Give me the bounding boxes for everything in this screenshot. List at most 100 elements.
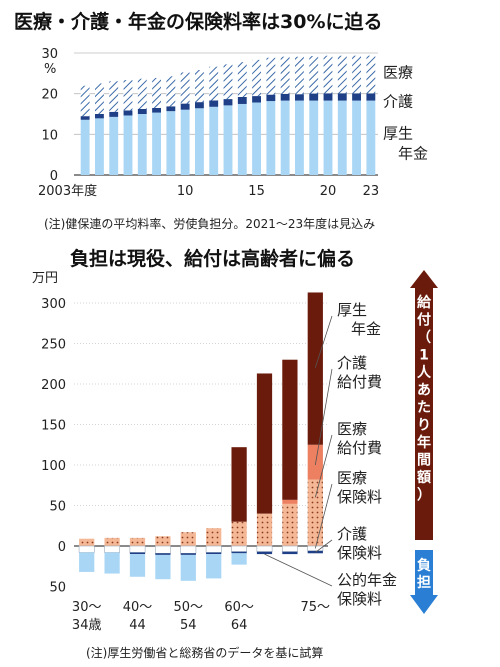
top-bar-介護-2020 bbox=[323, 93, 333, 101]
bottom-bar-医療給付費-30～34歳 bbox=[79, 538, 95, 546]
bottom-bar-公的年金保険料-35～39 bbox=[104, 552, 120, 574]
bottom-legend-介護給付費: 介護 bbox=[337, 354, 367, 372]
bottom-bar-医療保険料-35～39 bbox=[104, 545, 121, 553]
bottom-x-tick-label: 64 bbox=[231, 618, 248, 633]
bottom-bar-医療給付費-50～54 bbox=[180, 532, 196, 546]
top-bar-介護-2015 bbox=[252, 96, 261, 103]
top-legend-介護: 介護 bbox=[383, 93, 413, 111]
top-y-tick-label: 20 bbox=[41, 88, 58, 103]
top-bar-厚生年金-2014 bbox=[237, 103, 247, 175]
top-bar-介護-2012 bbox=[209, 100, 219, 107]
bottom-leader-line bbox=[314, 434, 333, 498]
top-x-tick-label: 20 bbox=[320, 184, 337, 199]
top-y-tick-label: 10 bbox=[41, 128, 58, 143]
top-y-tick-label: 30 bbox=[41, 47, 58, 62]
top-bar-介護-2019 bbox=[309, 93, 319, 101]
top-bar-厚生年金-2015 bbox=[252, 102, 261, 175]
top-bar-医療-2003 bbox=[80, 85, 90, 117]
bottom-bar-厚生年金-75～ bbox=[307, 292, 323, 445]
top-bar-医療-2005 bbox=[109, 81, 119, 112]
bottom-x-tick-label: 50～ bbox=[174, 600, 204, 615]
top-chart-title: 医療・介護・年金の保険料率は30%に迫る bbox=[14, 10, 382, 33]
top-bar-医療-2008 bbox=[152, 77, 161, 108]
top-bar-医療-2007 bbox=[137, 78, 147, 109]
bottom-y-tick-label: 50 bbox=[49, 500, 66, 515]
top-bar-医療-2015 bbox=[252, 59, 261, 97]
top-bar-厚生年金-2016 bbox=[266, 101, 276, 175]
top-bar-厚生年金-2019 bbox=[309, 100, 319, 175]
bottom-y-tick-label: 0 bbox=[58, 540, 66, 555]
benefit-arrow-label: あ bbox=[417, 383, 431, 399]
bottom-leader-line bbox=[264, 553, 333, 587]
benefit-arrow-label: 間 bbox=[417, 453, 431, 469]
bottom-bar-医療給付費-35～39 bbox=[104, 537, 120, 546]
top-y-unit: % bbox=[44, 62, 56, 77]
bottom-y-tick-label: 200 bbox=[41, 378, 66, 393]
bottom-legend-厚生年金: 厚生 bbox=[337, 301, 367, 319]
bottom-bar-公的年金保険料-55～59 bbox=[206, 554, 222, 579]
benefit-arrow-label: 付 bbox=[417, 312, 431, 329]
top-x-tick-label: 15 bbox=[248, 184, 265, 199]
bottom-bar-医療保険料-40～44 bbox=[129, 545, 146, 553]
top-bar-厚生年金-2021 bbox=[337, 100, 347, 175]
bottom-y-unit: 万円 bbox=[32, 271, 58, 286]
benefit-arrow-label: 給 bbox=[417, 294, 432, 311]
bottom-bar-医療給付費-70～74 bbox=[282, 503, 298, 546]
top-bar-厚生年金-2006 bbox=[123, 115, 133, 175]
top-y-tick-label: 0 bbox=[50, 169, 58, 184]
bottom-bar-医療保険料-60～64 bbox=[231, 545, 248, 552]
bottom-bar-公的年金保険料-45～49 bbox=[155, 554, 171, 580]
top-bar-厚生年金-2008 bbox=[152, 112, 161, 175]
bottom-y-tick-label: 250 bbox=[41, 338, 66, 353]
bottom-bar-厚生年金-65～69 bbox=[256, 373, 273, 514]
bottom-bar-医療保険料-55～59 bbox=[205, 545, 222, 553]
bottom-bar-介護保険料-60～64 bbox=[231, 551, 247, 554]
top-bar-介護-2005 bbox=[109, 111, 119, 117]
bottom-leader-line bbox=[314, 368, 333, 466]
bottom-bar-介護保険料-55～59 bbox=[206, 552, 222, 555]
top-x-tick-label: 2003年度 bbox=[38, 183, 97, 199]
benefit-arrow bbox=[410, 270, 438, 540]
benefit-arrow-label: 額 bbox=[416, 469, 431, 486]
top-bar-厚生年金-2011 bbox=[195, 108, 204, 175]
top-bar-医療-2022 bbox=[352, 55, 361, 94]
top-bar-医療-2021 bbox=[337, 55, 347, 94]
top-bar-厚生年金-2022 bbox=[352, 100, 361, 175]
top-bar-介護-2006 bbox=[123, 110, 133, 116]
bottom-bar-医療給付費-45～49 bbox=[155, 536, 171, 546]
bottom-bar-厚生年金-60～64 bbox=[231, 447, 247, 522]
bottom-legend-介護給付費: 給付費 bbox=[337, 373, 382, 391]
bottom-y-tick-label: 50 bbox=[49, 581, 66, 596]
bottom-bar-医療給付費-55～59 bbox=[206, 528, 222, 546]
top-bar-厚生年金-2004 bbox=[95, 118, 104, 175]
top-bar-医療-2017 bbox=[280, 56, 290, 94]
bottom-bar-公的年金保険料-60～64 bbox=[231, 553, 247, 565]
top-bar-医療-2010 bbox=[180, 72, 190, 104]
top-bar-医療-2006 bbox=[123, 80, 133, 111]
bottom-bar-医療保険料-65～69 bbox=[256, 545, 273, 552]
top-bar-医療-2020 bbox=[323, 55, 333, 94]
top-bar-医療-2013 bbox=[223, 64, 233, 100]
top-chart-note: (注)健保連の平均料率、労使負担分。2021～23年度は見込み bbox=[44, 216, 375, 231]
top-bar-厚生年金-2009 bbox=[166, 111, 176, 175]
bottom-legend-公的年金保険料: 公的年金 bbox=[337, 571, 397, 589]
benefit-burden-chart: 負担は現役、給付は高齢者に偏る 万円 300 250 200 150 100 50 0 50 30… bbox=[32, 247, 438, 660]
top-bar-医療-2019 bbox=[309, 56, 319, 94]
bottom-x-tick-label: 34歳 bbox=[72, 618, 102, 633]
bottom-bar-医療給付費-65～69 bbox=[256, 513, 273, 546]
bottom-chart-note: (注)厚生労働省と総務省のデータを基に試算 bbox=[86, 645, 323, 660]
bottom-bar-医療保険料-70～74 bbox=[281, 545, 298, 552]
bottom-x-tick-label: 44 bbox=[129, 618, 146, 633]
top-bar-医療-2004 bbox=[95, 83, 104, 114]
bottom-bar-医療給付費-40～44 bbox=[129, 537, 146, 546]
burden-arrow bbox=[410, 550, 438, 614]
bottom-bar-厚生年金-70～74 bbox=[282, 359, 298, 500]
top-bar-介護-2013 bbox=[223, 99, 233, 106]
top-bar-医療-2011 bbox=[195, 69, 204, 103]
top-bar-介護-2003 bbox=[80, 116, 90, 120]
top-bar-医療-2009 bbox=[166, 76, 176, 107]
bottom-bar-公的年金保険料-50～54 bbox=[180, 554, 196, 581]
top-bar-医療-2018 bbox=[295, 56, 304, 95]
bottom-legend-厚生年金: 年金 bbox=[351, 320, 381, 338]
top-bar-介護-2009 bbox=[166, 106, 176, 112]
